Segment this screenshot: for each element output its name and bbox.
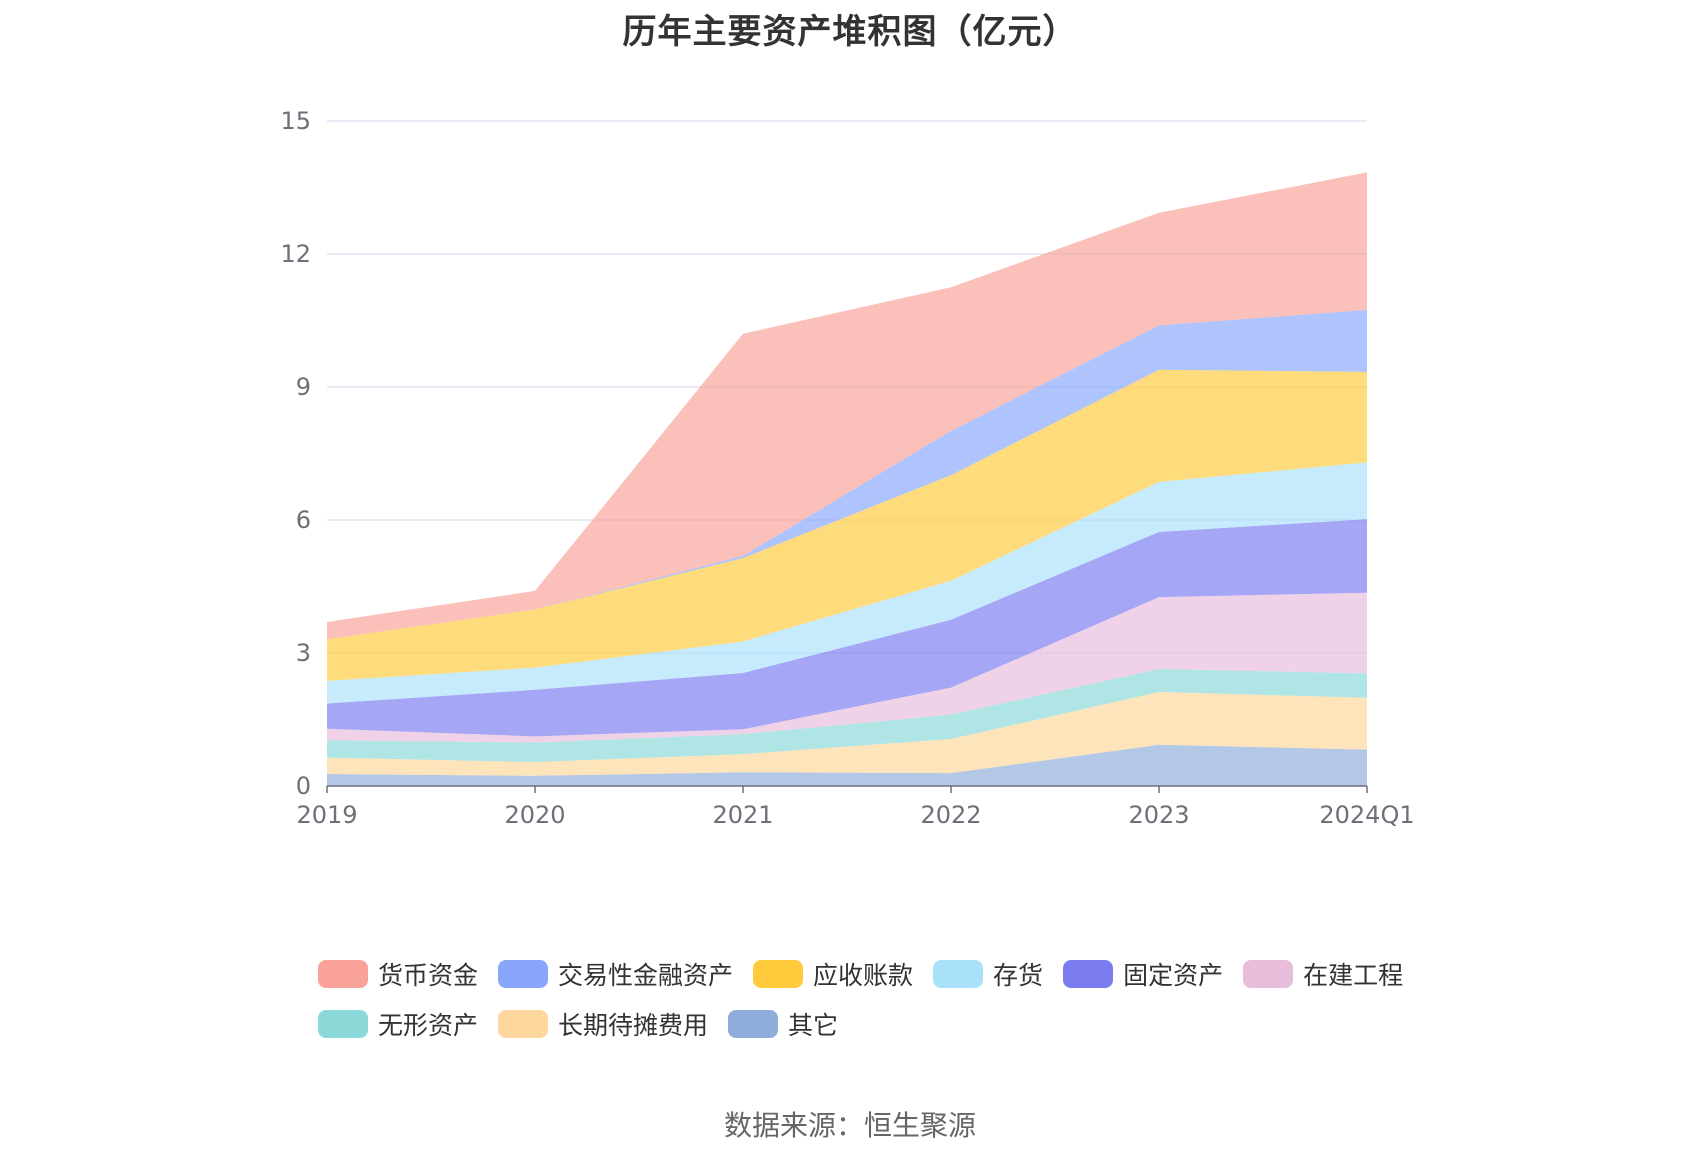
x-tick-label: 2023 <box>1128 801 1189 829</box>
legend-label: 应收账款 <box>813 961 914 990</box>
legend-label: 其它 <box>788 1011 839 1040</box>
legend-swatch <box>1243 960 1294 988</box>
x-tick-label: 2020 <box>504 801 565 829</box>
legend-item[interactable]: 存货 <box>933 954 1043 994</box>
x-tick-label: 2022 <box>920 801 981 829</box>
area-series-在建工程[interactable] <box>327 592 1367 743</box>
legend-label: 交易性金融资产 <box>558 961 734 990</box>
legend-swatch <box>728 1010 779 1038</box>
area-series <box>327 172 1367 786</box>
area-series-交易性金融资产[interactable] <box>327 309 1367 640</box>
legend-item[interactable]: 长期待摊费用 <box>498 1004 708 1044</box>
area-series-货币资金[interactable] <box>327 172 1367 640</box>
area-series-长期待摊费用[interactable] <box>327 692 1367 776</box>
legend-item[interactable]: 固定资产 <box>1063 954 1223 994</box>
area-series-应收账款[interactable] <box>327 369 1367 681</box>
axes: 0 3 6 9 12 15 2019 2020 2021 2022 2023 2024Q1 <box>280 107 1414 829</box>
area-series-其它[interactable] <box>327 744 1367 786</box>
legend-item[interactable]: 在建工程 <box>1243 954 1403 994</box>
area-series-无形资产[interactable] <box>327 668 1367 763</box>
legend-swatch <box>933 960 984 988</box>
x-tick-label: 2024Q1 <box>1319 801 1414 829</box>
legend-item[interactable]: 其它 <box>728 1004 838 1044</box>
area-series-固定资产[interactable] <box>327 519 1367 737</box>
legend-swatch <box>498 1010 549 1038</box>
legend-label: 在建工程 <box>1303 961 1404 990</box>
area-series-存货[interactable] <box>327 462 1367 704</box>
legend-swatch <box>1063 960 1114 988</box>
legend-label: 固定资产 <box>1123 961 1224 990</box>
y-tick-label: 12 <box>280 240 311 268</box>
legend-swatch <box>498 960 549 988</box>
y-tick-label: 9 <box>296 373 311 401</box>
x-tick-label: 2019 <box>296 801 357 829</box>
x-tick-label: 2021 <box>712 801 773 829</box>
y-tick-label: 0 <box>296 772 311 800</box>
legend-item[interactable]: 交易性金融资产 <box>498 954 733 994</box>
legend-swatch <box>753 960 804 988</box>
legend-label: 存货 <box>993 961 1044 990</box>
y-tick-label: 15 <box>280 107 311 135</box>
data-source: 数据来源：恒生聚源 <box>723 1109 976 1142</box>
legend-item[interactable]: 货币资金 <box>318 954 478 994</box>
y-tick-label: 3 <box>296 639 311 667</box>
legend-item[interactable]: 无形资产 <box>318 1004 478 1044</box>
chart-title: 历年主要资产堆积图（亿元） <box>622 12 1078 52</box>
legend-item[interactable]: 应收账款 <box>753 954 913 994</box>
legend-label: 长期待摊费用 <box>558 1011 709 1040</box>
legend-label: 无形资产 <box>378 1011 479 1040</box>
legend-swatch <box>318 1010 368 1038</box>
legend: 货币资金 交易性金融资产 应收账款 存货 固定资产 在建工程无形资产 长期待摊费用 其它 <box>318 954 1418 1044</box>
legend-swatch <box>318 960 368 988</box>
legend-label: 货币资金 <box>378 961 479 990</box>
y-tick-label: 6 <box>296 506 311 534</box>
